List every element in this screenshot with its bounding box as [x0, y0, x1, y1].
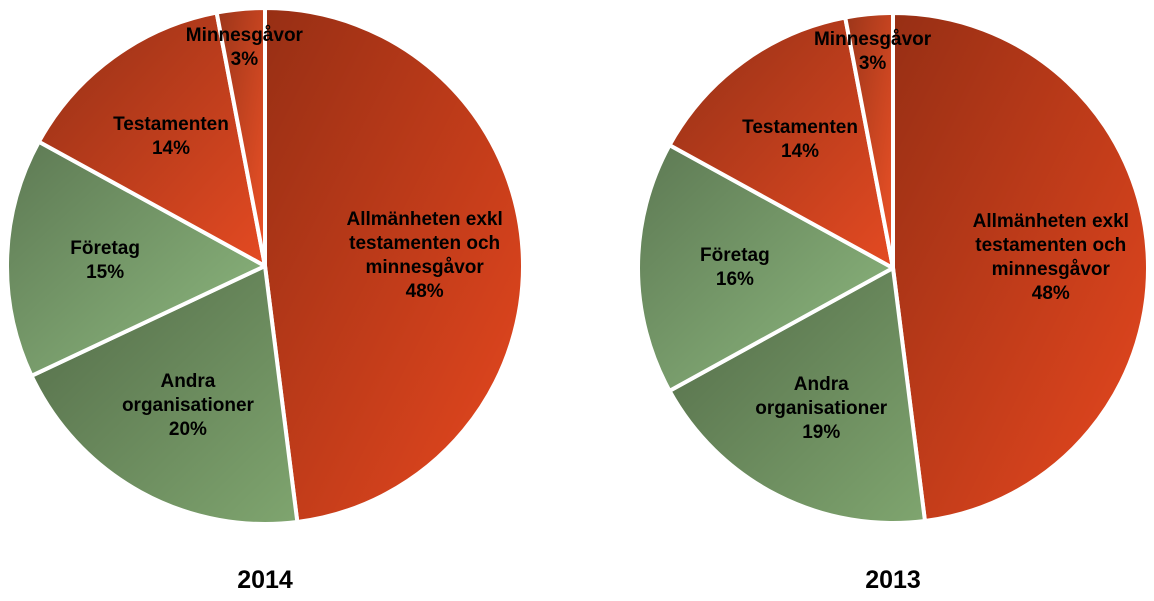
slice-label: Testamenten 14%	[81, 113, 261, 161]
value-label: 48%	[1031, 283, 1070, 305]
slice-label: Allmänheten exkl testamenten och minnesg…	[335, 208, 515, 304]
category-name: Testamenten	[742, 117, 858, 139]
chart-title: 2013	[865, 566, 921, 594]
value-label: 3%	[230, 48, 259, 70]
category-name: Testamenten	[113, 113, 229, 135]
value-label: 14%	[151, 137, 190, 159]
category-name: Andra organisationer	[755, 373, 888, 419]
slice-shade	[263, 6, 525, 524]
value-label: 19%	[802, 421, 841, 443]
category-name: Allmänheten exkl testamenten och minnesg…	[972, 211, 1129, 281]
category-name: Andra organisationer	[121, 371, 254, 417]
category-name: Minnesgåvor	[185, 24, 303, 46]
value-label: 16%	[715, 269, 754, 290]
category-name: Företag	[70, 237, 140, 259]
slice-shade	[5, 139, 267, 378]
value-label: 14%	[781, 141, 820, 163]
value-label: 15%	[86, 261, 125, 283]
category-name: Företag	[700, 245, 770, 266]
slice-shade	[891, 11, 1150, 523]
slice-shade	[214, 6, 267, 268]
slice-shade	[667, 15, 895, 270]
slice-label: Företag 16%	[645, 244, 825, 292]
value-label: 20%	[168, 419, 207, 441]
slice-shade	[843, 11, 895, 270]
slice-label: Allmänheten exkl testamenten och minnesg…	[961, 210, 1141, 306]
slice-shade	[636, 143, 895, 393]
value-label: 3%	[858, 53, 887, 75]
category-name: Minnesgåvor	[813, 29, 932, 51]
category-name: Allmänheten exkl testamenten och minnesg…	[346, 208, 503, 278]
slice-shade	[36, 10, 267, 268]
slice-label: Testamenten 14%	[710, 116, 890, 164]
chart-title: 2014	[237, 566, 293, 594]
slice-label: Andra organisationer 20%	[98, 370, 278, 442]
slice-shade	[29, 264, 300, 526]
slice-shade	[667, 266, 927, 525]
slice-label: Företag 15%	[15, 237, 195, 285]
slice-label: Andra organisationer 19%	[731, 373, 911, 445]
slice-label: Minnesgåvor 3%	[154, 24, 334, 72]
value-label: 48%	[405, 280, 444, 302]
slice-label: Minnesgåvor 3%	[783, 28, 963, 76]
